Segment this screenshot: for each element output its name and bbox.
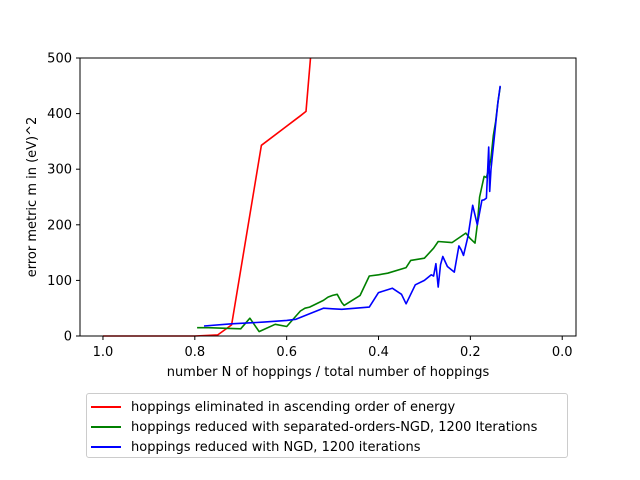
series-line-0 xyxy=(103,57,312,337)
y-tick-label: 100 xyxy=(47,274,72,289)
legend-label-energy: hoppings eliminated in ascending order o… xyxy=(131,399,456,415)
y-tick-label: 0 xyxy=(64,330,72,345)
x-tick-label: 0.0 xyxy=(552,345,573,360)
legend-swatch-ngd xyxy=(91,446,121,448)
x-tick-label: 0.4 xyxy=(368,345,389,360)
plot-frame xyxy=(79,57,577,337)
y-tick-label: 400 xyxy=(47,107,72,122)
series-layer xyxy=(103,57,501,337)
x-axis-label: number N of hoppings / total number of h… xyxy=(167,365,490,380)
tick-layer: 1.0 0.8 0.6 0.4 0.2 0.0 0 100 200 300 400 500 xyxy=(47,52,572,361)
x-tick-label: 0.8 xyxy=(184,345,205,360)
y-tick-label: 500 xyxy=(47,52,72,67)
x-tick-label: 0.6 xyxy=(276,345,297,360)
legend: hoppings eliminated in ascending order o… xyxy=(86,393,568,458)
y-tick-label: 200 xyxy=(47,218,72,233)
x-tick-label: 1.0 xyxy=(93,345,114,360)
legend-item-energy: hoppings eliminated in ascending order o… xyxy=(91,397,455,417)
y-axis-label: error metric m in (eV)^2 xyxy=(25,117,40,278)
y-tick-label: 300 xyxy=(47,163,72,178)
legend-label-separated-ngd: hoppings reduced with separated-orders-N… xyxy=(131,419,538,435)
series-line-1 xyxy=(197,86,501,333)
series-line-2 xyxy=(203,85,501,327)
legend-swatch-energy xyxy=(91,406,121,408)
legend-item-separated-ngd: hoppings reduced with separated-orders-N… xyxy=(91,417,537,437)
legend-item-ngd: hoppings reduced with NGD, 1200 iteratio… xyxy=(91,437,420,457)
legend-label-ngd: hoppings reduced with NGD, 1200 iteratio… xyxy=(131,439,421,455)
legend-swatch-separated-ngd xyxy=(91,426,121,428)
x-tick-label: 0.2 xyxy=(460,345,481,360)
